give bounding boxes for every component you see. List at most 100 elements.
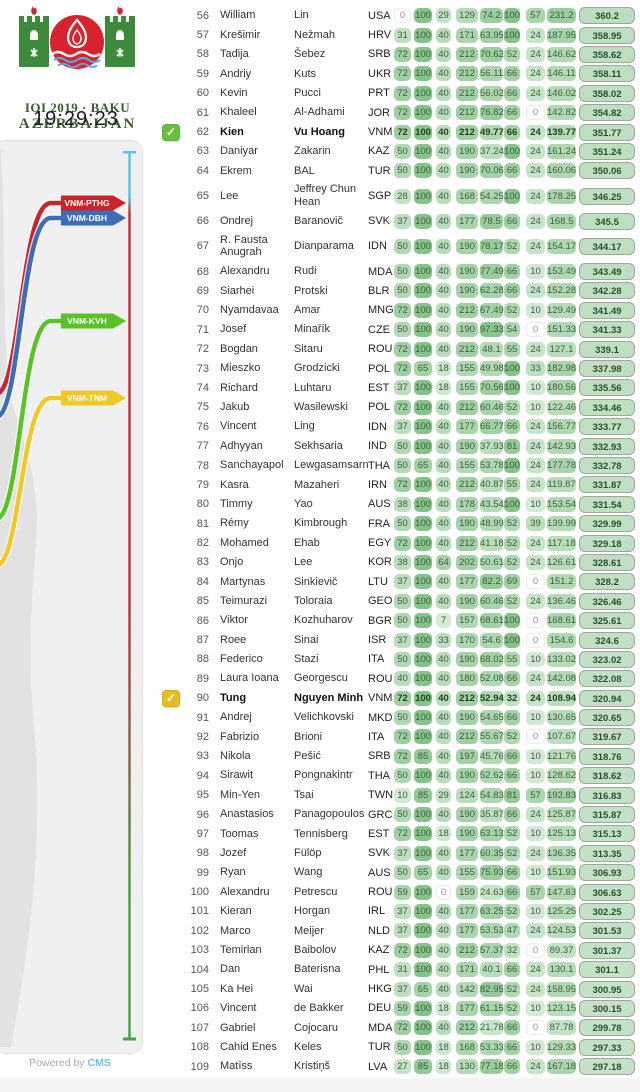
- total-score-cell: 332.78: [579, 457, 635, 474]
- country-code: HKG: [368, 983, 392, 996]
- task-score-cell: 72: [394, 729, 411, 745]
- total-score-cell: 329.18: [579, 534, 635, 552]
- table-row[interactable]: 78 Sanchayapol Lewgasamsarn THA 50 65 40 155 53.…: [153, 456, 640, 475]
- table-row[interactable]: ✓ 90 Tung Nguyen Minh VNM 72 100 40 212 52.94 32 24…: [153, 689, 640, 708]
- rank-cell: 85: [196, 595, 209, 608]
- table-row[interactable]: 87 Roee Sinai ISR 37 100 33 170 54.6 100 0 154.6 324…: [153, 630, 640, 649]
- table-row[interactable]: 75 Jakub Wasilewski POL 72 100 40 212 60.46 52 10 1…: [153, 398, 640, 417]
- table-row[interactable]: 97 Toomas Tennisberg EST 72 100 18 190 63.13 52 10…: [153, 824, 640, 843]
- table-row[interactable]: 60 Kevin Pucci PRT 72 100 40 212 56.02 66 24 146.02…: [153, 84, 640, 103]
- table-row[interactable]: 81 Rémy Kimbrough FRA 50 100 40 190 48.99 52 39 139…: [153, 514, 640, 533]
- table-row[interactable]: 65 Lee Jeffrey Chun Hean SGP 28 100 40 168 54.25…: [153, 181, 640, 212]
- contestant-flag-VNM-DBH[interactable]: [61, 210, 126, 226]
- day-subtotal-cell: 155: [456, 380, 478, 396]
- task-score-cell: 50: [394, 807, 411, 823]
- table-row[interactable]: 76 Vincent Ling IDN 37 100 40 177 66.77 66 24 156.7…: [153, 417, 640, 436]
- day-subtotal-cell: 190: [456, 264, 478, 280]
- score-history-chart-panel[interactable]: VNM-PTHG VNM-DBH VNM-KVH VNM-TNM: [0, 140, 143, 1054]
- table-row[interactable]: 89 Laura Ioana Georgescu ROU 40 100 40 180 52.08…: [153, 669, 640, 688]
- table-row[interactable]: 74 Richard Luhtaru EST 37 100 18 155 70.56 100 10 1…: [153, 378, 640, 397]
- table-row[interactable]: 79 Kasra Mazaheri IRN 72 100 40 212 40.87 55 24 119…: [153, 475, 640, 494]
- table-row[interactable]: 95 Min-Yen Tsai TWN 10 85 29 124 54.83 81 57 192.83…: [153, 785, 640, 804]
- table-row[interactable]: 80 Timmy Yao AUS 38 100 40 178 43.54 100 10 153.54 3…: [153, 495, 640, 514]
- first-name: Nyamdavaa: [220, 304, 279, 317]
- table-row[interactable]: 103 Temirlan Baibolov KAZ 72 100 40 212 57.37 32 0…: [153, 941, 640, 960]
- day-subtotal-cell: 119.87: [547, 477, 576, 493]
- table-row[interactable]: 101 Kieran Horgan IRL 37 100 40 177 63.25 52 10 125…: [153, 902, 640, 921]
- logo-title-line1: IOI 2019 · BAKU: [24, 100, 131, 115]
- day-subtotal-cell: 147.63: [547, 884, 577, 900]
- table-row[interactable]: 77 Adhyyan Sekhsaria IND 50 100 40 190 37.93 81 24…: [153, 436, 640, 455]
- table-row[interactable]: 98 Jozef Fülöp SVK 37 100 40 177 60.35 52 24 136.35…: [153, 844, 640, 863]
- country-code: ISR: [368, 634, 387, 647]
- table-row[interactable]: 94 Sirawit Pongnakintr THA 50 100 40 190 52.62 66…: [153, 766, 640, 785]
- table-row[interactable]: 107 Gabriel Cojocaru MDA 72 100 40 212 21.78 66 0 8…: [153, 1018, 640, 1037]
- table-row[interactable]: 72 Bogdan Sitaru ROU 72 100 40 212 48.1 55 24 127.1…: [153, 339, 640, 358]
- rank-cell: 65: [196, 190, 209, 203]
- task-score-cell: 100: [414, 729, 432, 745]
- table-row[interactable]: 57 Krešimir Nežmah HRV 31 100 40 171 63.95 100 24 1…: [153, 25, 640, 44]
- task-score-cell: 50: [394, 322, 411, 338]
- task-score-cell: 78.17: [480, 238, 504, 254]
- task-score-cell: 64: [436, 554, 451, 570]
- table-row[interactable]: 88 Federico Stazi ITA 50 100 40 190 68.02 55 10 133…: [153, 650, 640, 669]
- table-row[interactable]: 92 Fabrizio Brioni ITA 72 100 40 212 55.67 52 0 107…: [153, 727, 640, 746]
- table-row[interactable]: 104 Dan Baterisna PHL 31 100 40 171 40.1 66 24 130.…: [153, 960, 640, 979]
- table-row[interactable]: 96 Anastasios Panagopoulos GRC 50 100 40 190 35.…: [153, 805, 640, 824]
- table-row[interactable]: 61 Khaleel Al-Adhami JOR 72 100 40 212 76.82 66 0 1…: [153, 103, 640, 122]
- table-row[interactable]: 69 Siarhei Protski BLR 50 100 40 190 62.28 66 24 15…: [153, 281, 640, 300]
- country-code: IRL: [368, 905, 386, 918]
- contestant-flag-VNM-PTHG[interactable]: [61, 195, 126, 211]
- scoreboard-body: 56 William Lin USA 0 100 29 129 74.2 100 57 231.2 36…: [153, 6, 640, 1076]
- last-name: Protski: [294, 284, 328, 297]
- day-subtotal-cell: 158.95: [547, 981, 577, 997]
- table-row[interactable]: 91 Andrej Velichkovski MKD 50 100 40 190 54.65 66…: [153, 708, 640, 727]
- table-row[interactable]: ✓ 62 Kien Vu Hoang VNM 72 100 40 212 49.77 66 24 139…: [153, 122, 640, 141]
- table-row[interactable]: 85 Teimurazi Toloraia GEO 50 100 40 190 60.46 52 2…: [153, 592, 640, 611]
- task-score-cell: 52.08: [480, 671, 504, 687]
- table-row[interactable]: 93 Nikola Pešić SRB 72 85 40 197 45.76 66 10 121.76…: [153, 747, 640, 766]
- table-row[interactable]: 59 Andriy Kuts UKR 72 100 40 212 56.11 66 24 146.11…: [153, 64, 640, 83]
- task-score-cell: 10: [526, 826, 545, 842]
- table-row[interactable]: 56 William Lin USA 0 100 29 129 74.2 100 57 231.2 36…: [153, 6, 640, 25]
- total-score-cell: 318.76: [579, 747, 635, 765]
- task-score-cell: 72: [394, 1020, 411, 1036]
- contestant-flag-VNM-KVH[interactable]: [61, 313, 126, 329]
- cms-link[interactable]: CMS: [87, 1057, 111, 1069]
- country-code: NLD: [368, 924, 391, 937]
- last-name: Fülöp: [294, 847, 322, 859]
- table-row[interactable]: 84 Martynas Sinkievič LTU 37 100 40 177 82.2 69 0 1…: [153, 572, 640, 591]
- table-row[interactable]: 105 Ka Hei Wai HKG 37 65 40 142 82.95 52 24 158.95 3…: [153, 979, 640, 998]
- table-row[interactable]: 73 Mieszko Grodzicki POL 72 65 18 155 49.98 100 33…: [153, 359, 640, 378]
- day-subtotal-cell: 139.77: [547, 124, 577, 140]
- table-row[interactable]: 70 Nyamdavaa Amar MNG 72 100 40 212 67.49 52 10 129…: [153, 301, 640, 320]
- table-row[interactable]: 83 Onjo Lee KOR 38 100 64 202 50.61 52 24 126.61 328…: [153, 553, 640, 572]
- total-score-cell: 324.6: [579, 631, 635, 649]
- table-row[interactable]: 108 Cahid Enes Keles TUR 50 100 18 168 53.33 66 10…: [153, 1038, 640, 1057]
- table-row[interactable]: 86 Viktor Kozhuharov BGR 50 100 7 157 68.61 100 0 1…: [153, 611, 640, 630]
- task-score-cell: 66.77: [480, 419, 504, 435]
- contestant-flag-VNM-TNM[interactable]: [61, 390, 126, 406]
- table-row[interactable]: 71 Josef Minařík CZE 50 100 40 190 97.33 54 0 151.3…: [153, 320, 640, 339]
- task-score-cell: 0: [394, 8, 411, 24]
- table-row[interactable]: 63 Daniyar Zakarin KAZ 50 100 40 190 37.24 100 24 1…: [153, 142, 640, 161]
- table-row[interactable]: 100 Alexandru Petrescu ROU 59 100 0 159 24.63 66 5…: [153, 882, 640, 901]
- table-row[interactable]: 109 Matīss Kristiņš LVA 27 85 18 130 77.18 66 24 16…: [153, 1057, 640, 1076]
- table-row[interactable]: 58 Tadija Šebez SRB 72 100 40 212 70.62 52 24 146.6…: [153, 45, 640, 64]
- table-row[interactable]: 99 Ryan Wang AUS 50 65 40 155 75.93 66 10 151.93 306…: [153, 863, 640, 882]
- yellow-check-button[interactable]: ✓: [162, 689, 180, 707]
- table-row[interactable]: 67 R. Fausta Anugrah Dianparama IDN 50 100 40 1…: [153, 231, 640, 262]
- table-row[interactable]: 82 Mohamed Ehab EGY 72 100 40 212 41.18 52 24 117.1…: [153, 533, 640, 552]
- task-score-cell: 0: [526, 942, 545, 958]
- task-score-cell: 72: [394, 66, 411, 82]
- task-score-cell: 66: [504, 1020, 520, 1036]
- table-row[interactable]: 68 Alexandru Rudi MDA 50 100 40 190 77.49 66 10 153…: [153, 262, 640, 281]
- task-score-cell: 82.2: [480, 574, 503, 590]
- table-row[interactable]: 102 Marco Meijer NLD 37 100 40 177 53.53 47 24 124.…: [153, 921, 640, 940]
- day-subtotal-cell: 197: [456, 748, 478, 764]
- table-row[interactable]: 106 Vincent de Bakker DEU 59 100 18 177 61.15 52 1…: [153, 999, 640, 1018]
- table-row[interactable]: 64 Ekrem BAL TUR 50 100 40 190 70.06 66 24 160.06 35…: [153, 161, 640, 180]
- task-score-cell: 10: [394, 787, 411, 803]
- table-row[interactable]: 66 Ondrej Baranovič SVK 37 100 40 177 78.5 66 24 16…: [153, 212, 640, 231]
- green-check-button[interactable]: ✓: [162, 123, 180, 141]
